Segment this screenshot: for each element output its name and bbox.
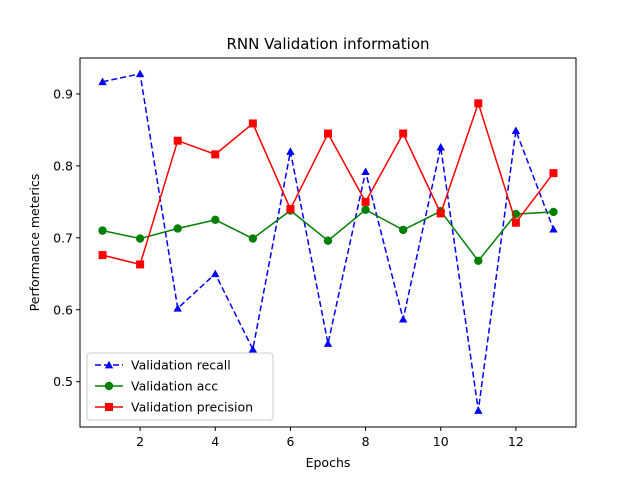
data-point xyxy=(549,224,558,233)
legend: Validation recall Validation acc Validatio… xyxy=(86,352,274,421)
data-point xyxy=(474,99,483,108)
data-point xyxy=(361,197,370,206)
x-axis: 2 4 6 8 10 12 xyxy=(136,427,524,449)
data-point xyxy=(248,345,258,353)
data-point xyxy=(98,77,107,86)
data-point xyxy=(136,260,145,269)
data-point xyxy=(98,251,107,260)
legend-box xyxy=(86,352,274,421)
data-point xyxy=(361,205,370,214)
data-point xyxy=(286,147,295,155)
data-point xyxy=(474,406,483,414)
data-point xyxy=(135,69,145,78)
x-tick-label: 12 xyxy=(508,434,524,449)
data-point xyxy=(549,169,558,178)
data-point xyxy=(549,207,558,217)
legend-entry: Validation acc xyxy=(95,379,218,394)
y-axis: 0.5 0.6 0.7 0.8 0.9 xyxy=(53,86,80,389)
x-tick-label: 2 xyxy=(136,434,144,449)
data-point xyxy=(173,136,182,145)
legend-entry: Validation recall xyxy=(95,358,231,373)
data-point xyxy=(474,256,483,266)
data-point xyxy=(248,119,257,128)
x-tick-label: 10 xyxy=(433,434,449,449)
data-point xyxy=(511,126,521,135)
data-point xyxy=(398,225,408,235)
data-point xyxy=(324,129,332,138)
legend-label: Validation precision xyxy=(131,400,253,415)
data-point xyxy=(248,234,258,243)
x-tick-label: 4 xyxy=(211,434,219,449)
data-point xyxy=(323,236,333,245)
x-tick-label: 8 xyxy=(362,434,370,449)
data-point xyxy=(511,218,520,227)
data-point xyxy=(173,304,182,312)
y-axis-label: Performance meterics xyxy=(27,174,42,312)
legend-entry: Validation precision xyxy=(95,400,253,415)
data-point xyxy=(361,167,370,176)
y-tick-label: 0.6 xyxy=(53,302,73,317)
legend-marker xyxy=(104,360,114,369)
data-point xyxy=(399,129,408,138)
data-point xyxy=(98,226,107,235)
legend-marker xyxy=(105,403,113,411)
legend-marker xyxy=(104,381,114,391)
data-point xyxy=(135,234,145,243)
y-tick-label: 0.9 xyxy=(53,86,73,101)
data-point xyxy=(436,209,445,218)
y-tick-label: 0.7 xyxy=(53,230,73,245)
data-point xyxy=(398,314,408,323)
legend-label: Validation acc xyxy=(131,379,218,394)
data-point xyxy=(323,339,333,347)
chart-title: RNN Validation information xyxy=(226,35,429,53)
legend-label: Validation recall xyxy=(131,358,231,373)
data-point xyxy=(211,269,220,278)
x-axis-label: Epochs xyxy=(306,455,351,470)
series-validation-recall xyxy=(98,69,558,414)
data-point xyxy=(286,205,295,214)
y-tick-label: 0.8 xyxy=(53,158,73,173)
data-point xyxy=(436,142,445,151)
series-layer xyxy=(98,69,558,414)
plot-frame xyxy=(79,57,577,428)
y-tick-label: 0.5 xyxy=(53,374,73,389)
data-point xyxy=(173,224,182,233)
series-validation-precision xyxy=(98,99,558,269)
series-validation-acc xyxy=(98,205,558,266)
data-point xyxy=(211,150,220,159)
x-tick-label: 6 xyxy=(286,434,294,449)
data-point xyxy=(211,215,220,225)
